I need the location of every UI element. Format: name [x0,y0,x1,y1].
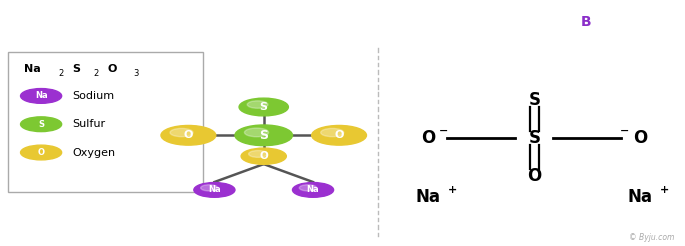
Text: −: − [439,125,449,135]
Text: Sulfur: Sulfur [72,119,105,129]
Circle shape [292,183,334,197]
Circle shape [312,125,366,145]
Circle shape [299,185,316,191]
Circle shape [21,117,62,132]
FancyBboxPatch shape [558,3,614,41]
Text: Na: Na [24,64,40,74]
Text: © Byju.com: © Byju.com [630,233,675,242]
Circle shape [245,128,269,137]
Text: BYJU'S: BYJU'S [617,8,655,18]
Text: Na: Na [35,92,47,100]
Text: S: S [38,120,44,129]
Text: Sodium: Sodium [72,91,114,101]
Text: Na: Na [416,188,440,206]
Text: −: − [620,125,630,135]
Text: 2: 2 [58,69,64,78]
Text: Na: Na [628,188,653,206]
Text: O: O [260,151,268,161]
Circle shape [249,151,268,157]
Circle shape [194,183,235,197]
Text: The Learning App: The Learning App [617,25,673,30]
Text: SODIUM THIOSULFATE STRUCTURE: SODIUM THIOSULFATE STRUCTURE [14,13,364,31]
Circle shape [241,148,286,164]
FancyBboxPatch shape [8,52,203,192]
Text: O: O [184,130,193,140]
Circle shape [239,98,288,116]
Text: O: O [527,167,541,185]
Text: O: O [38,148,45,157]
Circle shape [170,128,193,137]
Text: Oxygen: Oxygen [72,148,115,157]
Text: S: S [72,64,80,74]
Circle shape [21,145,62,160]
Text: 2: 2 [94,69,99,78]
Text: S: S [528,91,540,109]
Text: S: S [528,129,540,147]
Text: 3: 3 [134,69,139,78]
Circle shape [21,89,62,103]
Text: B: B [581,15,592,29]
Circle shape [235,125,292,146]
Text: O: O [334,130,344,140]
Text: Na: Na [208,185,221,194]
Text: O: O [421,129,435,147]
Text: S: S [259,129,269,142]
Text: O: O [108,64,117,74]
Text: Na: Na [307,185,319,194]
Text: +: + [660,185,669,195]
Circle shape [321,128,344,137]
Circle shape [201,185,218,191]
Circle shape [161,125,216,145]
Text: +: + [447,185,457,195]
Circle shape [247,101,268,108]
Text: S: S [260,102,268,112]
Text: O: O [634,129,647,147]
